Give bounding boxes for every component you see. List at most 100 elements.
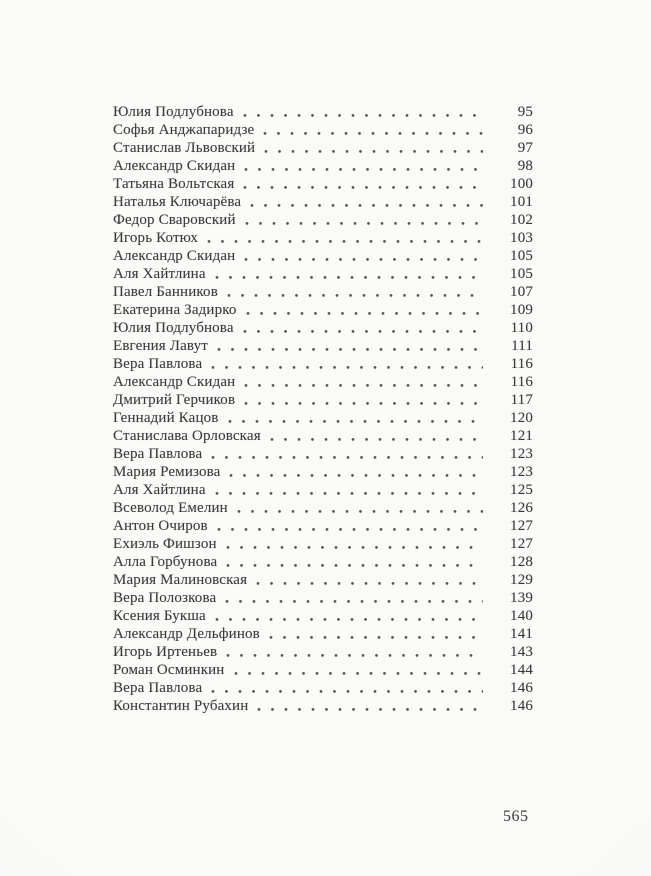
page-folio: 565 xyxy=(503,808,529,825)
toc-entry-page: 146 xyxy=(510,698,533,714)
toc-entry-name: Алла Горбунова xyxy=(113,554,218,570)
dot-leader xyxy=(214,491,483,496)
toc-entry-page: 103 xyxy=(510,230,533,246)
toc-entry-name: Станислав Львовский xyxy=(113,140,256,156)
toc-entry-page: 100 xyxy=(510,176,533,192)
toc-entry-page: 144 xyxy=(510,662,533,678)
toc-entry-name: Татьяна Вольтская xyxy=(113,176,235,192)
dot-leader xyxy=(269,437,483,442)
toc-entry-page: 102 xyxy=(510,212,533,228)
dot-leader xyxy=(233,671,483,676)
toc-entry: Геннадий Кацов 120 xyxy=(113,409,533,427)
toc-list: Юлия Подлубнова 95 Софья Анджапаридзе 96… xyxy=(113,103,533,715)
toc-entry-page: 123 xyxy=(510,446,533,462)
toc-entry: Наталья Ключарёва 101 xyxy=(113,193,533,211)
dot-leader xyxy=(244,221,483,226)
toc-entry: Вера Павлова 123 xyxy=(113,445,533,463)
toc-entry-name: Роман Осминкин xyxy=(113,662,225,678)
toc-entry-page: 107 xyxy=(510,284,533,300)
toc-entry-name: Екатерина Задирко xyxy=(113,302,237,318)
toc-entry: Дмитрий Герчиков 117 xyxy=(113,391,533,409)
toc-entry: Игорь Котюх 103 xyxy=(113,229,533,247)
toc-entry: Аля Хайтлина 125 xyxy=(113,481,533,499)
toc-entry-name: Александр Скидан xyxy=(113,158,236,174)
toc-entry-name: Дмитрий Герчиков xyxy=(113,392,236,408)
toc-entry: Станислава Орловская 121 xyxy=(113,427,533,445)
toc-entry: Екатерина Задирко 109 xyxy=(113,301,533,319)
toc-entry-page: 139 xyxy=(510,590,533,606)
dot-leader xyxy=(226,563,483,568)
toc-entry: Игорь Иртеньев 143 xyxy=(113,643,533,661)
toc-entry-name: Юлия Подлубнова xyxy=(113,104,234,120)
toc-entry: Павел Банников 107 xyxy=(113,283,533,301)
dot-leader xyxy=(226,653,483,658)
toc-entry: Александр Скидан 116 xyxy=(113,373,533,391)
toc-entry: Роман Осминкин 144 xyxy=(113,661,533,679)
dot-leader xyxy=(216,527,483,532)
toc-entry: Юлия Подлубнова 95 xyxy=(113,103,533,121)
toc-entry: Ехиэль Фишзон 127 xyxy=(113,535,533,553)
toc-entry: Станислав Львовский 97 xyxy=(113,139,533,157)
dot-leader xyxy=(207,239,483,244)
dot-leader xyxy=(244,383,483,388)
toc-entry-name: Евгения Лавут xyxy=(113,338,208,354)
dot-leader xyxy=(242,329,483,334)
toc-entry-name: Ксения Букша xyxy=(113,608,206,624)
toc-entry: Аля Хайтлина 105 xyxy=(113,265,533,283)
dot-leader xyxy=(214,617,483,622)
toc-entry: Всеволод Емелин 126 xyxy=(113,499,533,517)
toc-entry: Константин Рубахин 146 xyxy=(113,697,533,715)
toc-entry-page: 127 xyxy=(510,536,533,552)
dot-leader xyxy=(236,509,483,514)
toc-entry-page: 98 xyxy=(517,158,533,174)
dot-leader xyxy=(243,185,483,190)
toc-entry: Антон Очиров 127 xyxy=(113,517,533,535)
toc-entry-page: 116 xyxy=(510,356,533,372)
toc-entry-page: 105 xyxy=(510,266,533,282)
toc-entry: Юлия Подлубнова 110 xyxy=(113,319,533,337)
toc-entry-page: 97 xyxy=(517,140,533,156)
toc-entry-name: Вера Павлова xyxy=(113,680,203,696)
dot-leader xyxy=(211,689,483,694)
toc-entry-name: Наталья Ключарёва xyxy=(113,194,242,210)
toc-entry-name: Вера Полозкова xyxy=(113,590,217,606)
toc-entry-page: 129 xyxy=(510,572,533,588)
toc-entry-page: 95 xyxy=(517,104,533,120)
toc-entry-page: 111 xyxy=(511,338,533,354)
dot-leader xyxy=(226,293,483,298)
toc-entry-name: Вера Павлова xyxy=(113,356,203,372)
toc-entry-page: 128 xyxy=(510,554,533,570)
toc-entry: Мария Ремизова 123 xyxy=(113,463,533,481)
toc-entry: Александр Скидан 105 xyxy=(113,247,533,265)
dot-leader xyxy=(264,149,483,154)
toc-entry-page: 116 xyxy=(510,374,533,390)
toc-entry-name: Аля Хайтлина xyxy=(113,266,206,282)
dot-leader xyxy=(244,401,483,406)
dot-leader xyxy=(257,707,483,712)
toc-entry: Федор Сваровский 102 xyxy=(113,211,533,229)
toc-entry-page: 96 xyxy=(517,122,533,138)
toc-entry: Александр Дельфинов 141 xyxy=(113,625,533,643)
dot-leader xyxy=(245,311,483,316)
dot-leader xyxy=(211,455,483,460)
toc-entry: Вера Полозкова 139 xyxy=(113,589,533,607)
toc-entry-name: Станислава Орловская xyxy=(113,428,261,444)
toc-entry-page: 121 xyxy=(510,428,533,444)
toc-entry: Александр Скидан 98 xyxy=(113,157,533,175)
toc-entry-name: Федор Сваровский xyxy=(113,212,236,228)
toc-entry: Евгения Лавут 111 xyxy=(113,337,533,355)
toc-entry-name: Игорь Иртеньев xyxy=(113,644,218,660)
toc-entry-page: 117 xyxy=(510,392,533,408)
toc-entry-page: 109 xyxy=(510,302,533,318)
toc-entry: Алла Горбунова 128 xyxy=(113,553,533,571)
toc-entry-name: Софья Анджапаридзе xyxy=(113,122,255,138)
toc-entry: Софья Анджапаридзе 96 xyxy=(113,121,533,139)
toc-entry-page: 120 xyxy=(510,410,533,426)
toc-entry-name: Константин Рубахин xyxy=(113,698,249,714)
toc-entry-name: Аля Хайтлина xyxy=(113,482,206,498)
toc-entry-page: 143 xyxy=(510,644,533,660)
toc-entry-name: Всеволод Емелин xyxy=(113,500,228,516)
toc-entry-name: Александр Скидан xyxy=(113,374,236,390)
toc-entry: Мария Малиновская 129 xyxy=(113,571,533,589)
